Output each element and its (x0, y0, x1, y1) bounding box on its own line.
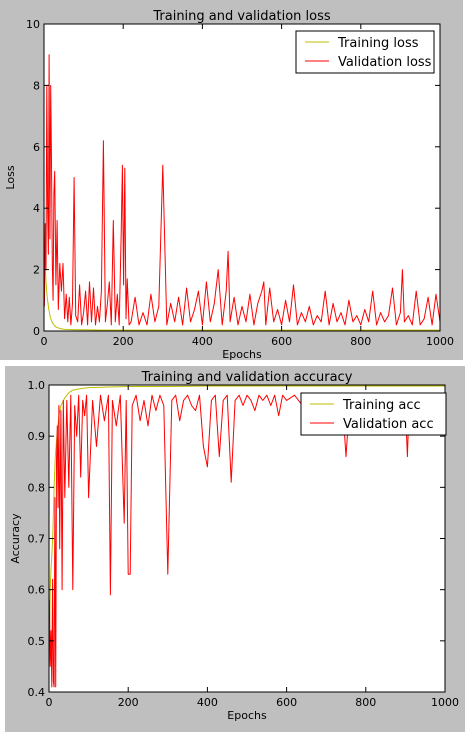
loss-x-tick-label: 0 (41, 335, 48, 348)
loss-x-tick-label: 600 (271, 335, 292, 348)
loss-legend-label: Training loss (337, 36, 419, 51)
accuracy-chart: 0 200 400 600 800 1000 0.4 0.5 0.6 0.7 0.8 0.9 1.0 Tr… (9, 370, 459, 722)
accuracy-y-tick-label: 0.9 (28, 430, 46, 443)
accuracy-legend-box (300, 392, 447, 436)
accuracy-y-tick-label: 0.5 (28, 635, 46, 648)
loss-x-tick-label: 200 (113, 335, 134, 348)
loss-series-validation-loss (44, 54, 440, 326)
accuracy-y-tick-label: 0.4 (28, 686, 46, 699)
loss-series-training-loss (44, 235, 440, 331)
accuracy-y-tick-label: 0.6 (28, 584, 46, 597)
accuracy-x-tick-label: 1000 (431, 696, 459, 709)
loss-y-axis-title: Loss (4, 165, 17, 189)
accuracy-figure: 0 200 400 600 800 1000 0.4 0.5 0.6 0.7 0.8 0.9 1.0 Tr… (5, 366, 465, 732)
accuracy-y-tick-label: 0.8 (28, 481, 46, 494)
accuracy-y-axis-title: Accuracy (9, 513, 22, 564)
loss-x-tick-label: 1000 (426, 335, 454, 348)
loss-legend-label: Validation loss (338, 55, 432, 70)
loss-y-tick-label: 6 (33, 141, 40, 154)
loss-y-tick-label: 10 (26, 18, 40, 31)
accuracy-x-tick-label: 800 (355, 696, 376, 709)
accuracy-plot-area (49, 385, 445, 692)
accuracy-legend: Training acc Validation acc (300, 392, 447, 436)
accuracy-x-axis-title: Epochs (227, 709, 267, 722)
loss-legend: Training loss Validation loss (295, 30, 435, 74)
loss-y-tick-label: 2 (33, 264, 40, 277)
accuracy-x-tick-label: 400 (197, 696, 218, 709)
accuracy-y-tick-label: 0.7 (28, 533, 46, 546)
accuracy-x-tick-label: 200 (118, 696, 139, 709)
loss-x-tick-label: 800 (350, 335, 371, 348)
accuracy-legend-label: Training acc (342, 398, 421, 413)
loss-chart: 0 200 400 600 800 1000 0 2 4 6 8 10 Training and val… (4, 9, 454, 360)
accuracy-y-tick-label: 1.0 (28, 379, 46, 392)
loss-chart-title: Training and validation loss (152, 9, 330, 24)
accuracy-x-tick-label: 600 (276, 696, 297, 709)
loss-y-tick-label: 8 (33, 79, 40, 92)
loss-plot-area (44, 24, 440, 331)
accuracy-chart-title: Training and validation accuracy (141, 370, 353, 385)
loss-y-tick-label: 0 (33, 325, 40, 338)
loss-x-tick-label: 400 (192, 335, 213, 348)
loss-y-tick-label: 4 (33, 202, 40, 215)
loss-legend-box (295, 30, 435, 74)
loss-axes-frame (43, 23, 441, 332)
loss-figure: 0 200 400 600 800 1000 0 2 4 6 8 10 Training and val… (0, 0, 463, 360)
accuracy-x-tick-label: 0 (46, 696, 53, 709)
accuracy-legend-label: Validation acc (343, 417, 434, 432)
loss-x-axis-title: Epochs (222, 348, 262, 360)
